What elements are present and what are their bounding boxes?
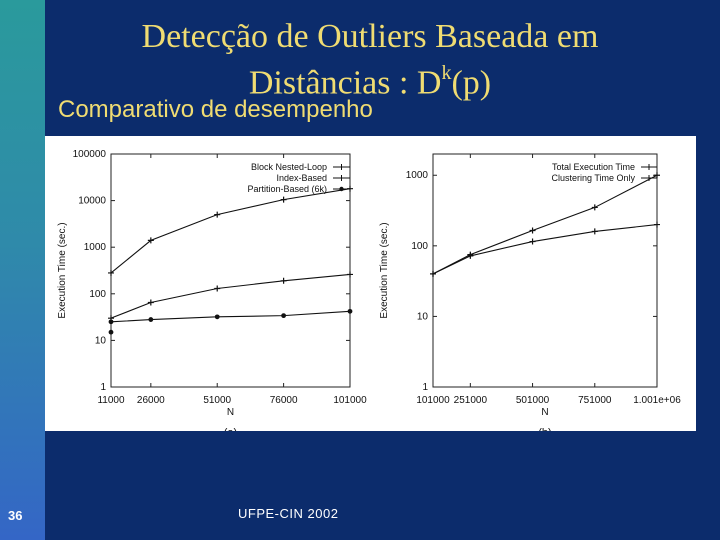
footer-text: UFPE-CIN 2002 [238,506,339,521]
chart-2-series-1-point [529,227,536,234]
chart-1-extra-point [108,329,114,335]
chart-1-series-3-point [148,317,154,322]
chart-1-ytick-label: 100000 [73,149,107,160]
chart-panel: 1 10 100 1000 10000 100000 11000 26000 51000 7600… [45,136,696,431]
chart-1-series-2-line [110,273,351,319]
chart-2-series-1-point [654,172,660,179]
chart-1-xtick-label: 26000 [137,395,165,406]
chart-2-xtick-label: 1.001e+06 [633,395,681,406]
chart-1-series-1-line [110,188,351,274]
chart-1-xtick-label: 11000 [97,395,125,406]
chart-1-xtick-label: 76000 [270,395,298,406]
chart-1-series-3-point [214,314,220,320]
chart-1-series-3-point [347,308,353,314]
chart-1-y-axis-label: Execution Time (sec.) [57,222,68,318]
chart-1-panel-label: (a) [224,427,237,431]
chart-2-panel-label: (b) [538,427,551,431]
chart-1-legend-marker-3 [339,186,344,192]
chart-2-x-axis-label: N [541,407,548,418]
chart-2-series-2-point [591,228,598,235]
chart-1-ytick-label: 10 [95,335,107,346]
sidebar-stripe [0,0,45,540]
chart-2-ytick-label: 1000 [406,170,429,181]
title-line-2-text: Distâncias : D [248,64,442,102]
chart-1-series-1-point [214,211,221,218]
slide-title: Detecção de Outliers Baseada em Distânci… [60,18,680,102]
chart-1-series-1-point [280,196,287,203]
chart-2-xtick-label: 751000 [578,395,612,406]
chart-2-series-2-point [654,221,660,228]
chart-2-series-1-line [432,174,658,275]
chart-1-ytick-label: 10000 [78,196,106,207]
chart-1-xtick-label: 51000 [203,395,231,406]
chart-1-legend-label-3: Partition-Based (6k) [247,184,327,194]
chart-2-y-axis-label: Execution Time (sec.) [379,222,390,318]
title-line-2-tail: (p) [451,64,492,102]
chart-2-legend-marker-2 [646,175,652,181]
chart-1-series-2-point [214,285,221,292]
chart-2-xtick-label: 101000 [416,395,450,406]
chart-2-series-2-point [529,238,536,245]
chart-2-series-1-point [591,204,598,211]
chart-1-xtick-label: 101000 [333,395,367,406]
chart-1-series-2-point [347,271,353,278]
chart-1-legend-label-1: Block Nested-Loop [251,162,327,172]
chart-1-ytick-label: 1 [100,382,106,393]
title-line-1: Detecção de Outliers Baseada em [141,18,599,55]
chart-2-ytick-label: 100 [411,241,428,252]
chart-1-series-2-point [147,299,154,306]
chart-2-ytick-label: 1 [422,382,428,393]
chart-2-series-2-point [430,270,436,277]
chart-2-plot-frame [432,153,658,388]
chart-2-xtick-label: 501000 [516,395,550,406]
chart-1-legend-marker-2 [338,175,345,181]
chart-1-series-3-point [108,319,114,325]
chart-1-series-2-point [280,277,287,284]
chart-1-series-1-point [108,269,114,276]
chart-2-series-2-point [467,252,474,259]
chart-1-x-axis-label: N [227,407,234,418]
title-line-2: Distâncias : Dk(p) [60,56,680,102]
chart-2-series-2-line [432,224,658,275]
chart-2-legend-label-2: Clustering Time Only [551,173,635,183]
chart-1-series-3-point [281,313,287,319]
chart-2-xtick-label: 251000 [454,395,488,406]
title-superscript: k [441,62,452,84]
slide-number: 36 [8,508,23,523]
chart-1-series-1-point [147,237,154,244]
chart-1-legend-marker-1 [338,164,345,170]
chart-1-ytick-label: 100 [89,289,106,300]
chart-2-legend-label-1: Total Execution Time [552,162,635,172]
chart-1-series-3-line [110,310,351,323]
chart-2-legend-marker-1 [646,164,652,170]
slide-subtitle: Comparativo de desempenho [58,96,373,123]
chart-1-ytick-label: 1000 [84,242,107,253]
chart-2-ytick-label: 10 [417,311,429,322]
chart-1-legend-label-2: Index-Based [276,173,327,183]
